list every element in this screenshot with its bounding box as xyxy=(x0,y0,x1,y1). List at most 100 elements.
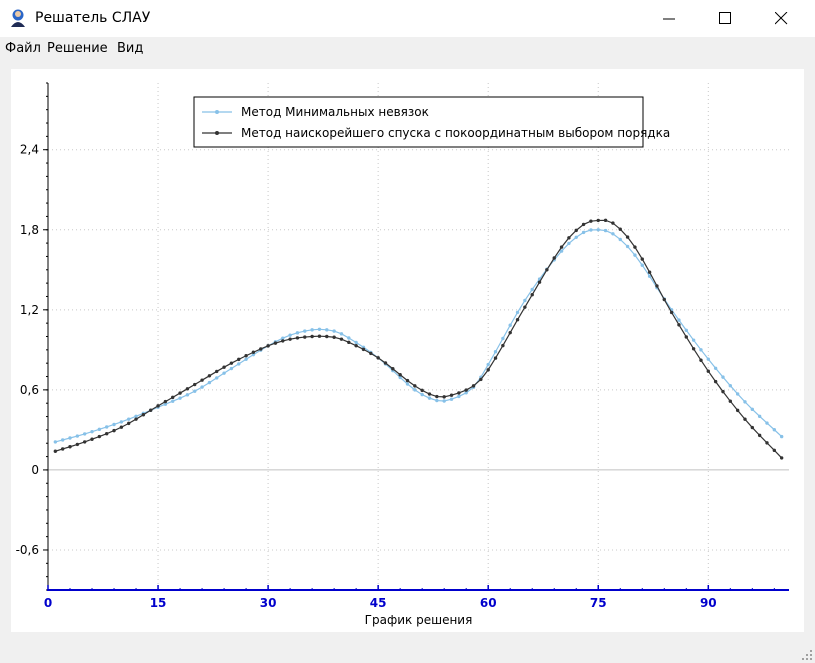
x-axis-label: График решения xyxy=(365,613,473,627)
series-point xyxy=(640,263,644,267)
series-point xyxy=(405,378,410,383)
series-point xyxy=(728,399,733,403)
series-point xyxy=(251,352,256,357)
menu-file[interactable]: Файл xyxy=(5,41,41,56)
series-point xyxy=(185,393,190,397)
series-point xyxy=(603,228,608,233)
series-point xyxy=(501,336,505,341)
series-point xyxy=(772,428,777,432)
series-point xyxy=(427,396,432,400)
series-point xyxy=(684,328,688,332)
series-point xyxy=(574,235,578,239)
series-point xyxy=(743,417,747,421)
series-point xyxy=(207,380,212,385)
series-point xyxy=(295,336,300,340)
series-point xyxy=(721,375,725,379)
maximize-button[interactable] xyxy=(703,0,749,37)
series-point xyxy=(757,414,762,419)
series-point xyxy=(259,347,263,351)
minimize-button[interactable] xyxy=(647,0,693,37)
series-point xyxy=(442,395,446,399)
series-point xyxy=(185,387,190,391)
x-tick-label: 75 xyxy=(590,596,607,610)
series-point xyxy=(530,293,534,297)
series-point xyxy=(625,244,630,249)
series-point xyxy=(134,417,138,421)
legend-label: Метод наискорейшего спуска с покоординат… xyxy=(241,126,670,140)
series-2 xyxy=(53,218,784,460)
series-point xyxy=(171,399,175,403)
series-point xyxy=(501,343,505,348)
chart-panel: -0,6 0 0,6 1,2 1,8 2,4 0 15 30 45 60 75 90 График реш… xyxy=(11,69,804,632)
series-point xyxy=(662,297,666,302)
series-point xyxy=(523,305,527,309)
series-point xyxy=(589,228,593,232)
legend: Метод Минимальных невязок Метод наискорей… xyxy=(193,96,670,148)
series-point xyxy=(295,331,300,335)
series-point xyxy=(574,228,578,233)
series-point xyxy=(581,230,586,235)
series-point xyxy=(82,432,87,436)
series-point xyxy=(141,413,146,417)
series-point xyxy=(442,399,446,403)
legend-marker xyxy=(215,110,219,114)
series-point xyxy=(325,328,329,332)
series-point xyxy=(266,344,270,348)
series-point xyxy=(479,377,483,382)
series-point xyxy=(90,437,94,441)
legend-marker xyxy=(215,131,219,135)
series-point xyxy=(244,354,248,358)
series-point xyxy=(288,337,292,341)
y-tick-label: 1,8 xyxy=(20,223,39,237)
series-point xyxy=(779,434,784,439)
y-tick-label: 0 xyxy=(31,463,39,477)
resize-grip-icon[interactable] xyxy=(801,649,813,661)
series-point xyxy=(200,385,204,389)
series-point xyxy=(339,337,344,341)
series-point xyxy=(669,310,674,315)
y-tick-label: -0,6 xyxy=(16,543,39,557)
menu-view[interactable]: Вид xyxy=(117,41,144,56)
series-point xyxy=(589,219,593,223)
solution-chart: -0,6 0 0,6 1,2 1,8 2,4 0 15 30 45 60 75 90 График реш… xyxy=(16,82,789,627)
series-point xyxy=(691,347,696,351)
series-point xyxy=(515,318,520,322)
series-point xyxy=(53,449,58,453)
series-point xyxy=(163,402,168,406)
series-point xyxy=(464,388,468,392)
series-point xyxy=(134,414,138,418)
y-tick-label: 1,2 xyxy=(20,303,39,317)
series-point xyxy=(449,393,454,397)
series-point xyxy=(317,334,322,338)
series-point xyxy=(127,417,131,421)
series-point xyxy=(127,421,131,426)
series-point xyxy=(486,362,490,367)
series-point xyxy=(251,350,256,354)
series-point xyxy=(215,369,219,374)
series-point xyxy=(104,432,109,436)
series-point xyxy=(229,361,234,365)
series-point xyxy=(281,336,285,340)
menu-solution[interactable]: Решение xyxy=(47,41,108,56)
series-point xyxy=(193,389,197,393)
series-point xyxy=(229,366,234,371)
series-point xyxy=(449,397,454,401)
series-point xyxy=(750,425,755,430)
series-point xyxy=(647,270,652,274)
maximize-icon xyxy=(719,12,731,24)
app-user-icon xyxy=(8,8,28,28)
series-point xyxy=(677,318,681,322)
series-point xyxy=(104,425,109,429)
series-point xyxy=(596,228,600,232)
series-point xyxy=(391,367,395,371)
series-point xyxy=(530,287,534,292)
series-point xyxy=(354,340,358,345)
close-icon xyxy=(775,12,788,25)
series-point xyxy=(706,357,710,361)
series-point xyxy=(310,328,314,332)
y-tick-label: 0,6 xyxy=(20,383,39,397)
x-tick-label: 90 xyxy=(700,596,717,610)
close-button[interactable] xyxy=(759,0,805,37)
series-point xyxy=(200,378,204,382)
series-point xyxy=(471,384,476,388)
